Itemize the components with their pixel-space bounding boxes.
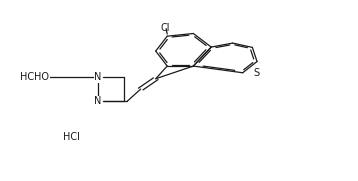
Text: N: N xyxy=(95,96,102,106)
Text: S: S xyxy=(253,68,260,78)
Text: HCl: HCl xyxy=(20,72,37,82)
Text: HCl: HCl xyxy=(63,132,79,142)
Text: N: N xyxy=(95,72,102,82)
Text: Cl: Cl xyxy=(161,22,170,33)
Text: HO: HO xyxy=(34,72,49,82)
